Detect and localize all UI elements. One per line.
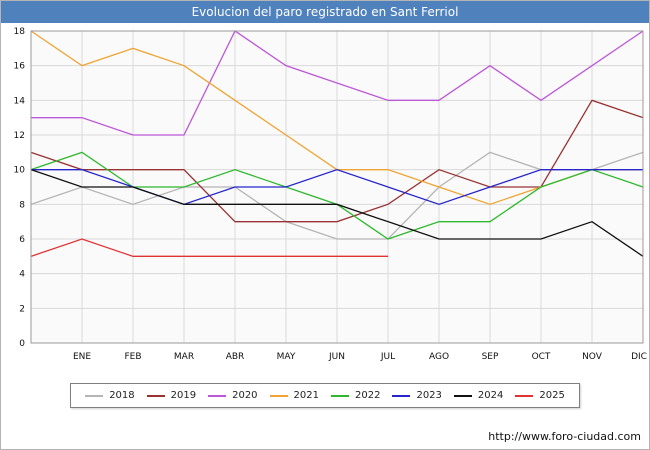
y-tick-label: 18 — [14, 27, 26, 37]
x-tick-label: MAR — [174, 352, 194, 362]
legend-item-2018: 2018 — [85, 390, 135, 401]
plot-border — [30, 30, 644, 344]
y-tick-label: 6 — [19, 235, 25, 245]
legend-swatch-2021 — [269, 394, 288, 397]
legend-item-2022: 2022 — [331, 390, 380, 401]
legend-item-2023: 2023 — [392, 390, 442, 401]
legend-swatch-2020 — [208, 394, 227, 397]
legend-item-2024: 2024 — [453, 390, 504, 401]
chart-area: 0 2 4 6 8 10 12 14 16 18 ENE FEB MAR ABR MAY JUN JUL AGO S… — [1, 23, 649, 371]
x-tick-label: AGO — [429, 352, 449, 362]
y-tick-label: 16 — [14, 62, 26, 72]
y-tick-label: 14 — [14, 96, 26, 106]
x-tick-label: ABR — [226, 352, 245, 362]
y-tick-label: 8 — [19, 200, 25, 210]
legend-swatch-2019 — [146, 394, 165, 397]
x-tick-label: DIC — [631, 352, 647, 362]
legend-label-2022: 2022 — [355, 390, 381, 401]
chart-legend: 2018 2019 2020 2021 2022 2023 2024 2025 — [70, 383, 580, 408]
legend-label-2020: 2020 — [232, 390, 258, 401]
legend-label-2024: 2024 — [477, 390, 504, 401]
x-tick-label: MAY — [277, 352, 296, 362]
legend-label-2023: 2023 — [416, 390, 442, 401]
legend-swatch-2025 — [515, 394, 534, 397]
y-tick-label: 4 — [19, 270, 25, 280]
legend-label-2018: 2018 — [109, 390, 135, 401]
x-tick-label: JUN — [328, 352, 345, 362]
legend-item-2020: 2020 — [208, 390, 258, 401]
line-chart: 0 2 4 6 8 10 12 14 16 18 ENE FEB MAR ABR MAY JUN JUL AGO S… — [14, 27, 647, 362]
y-tick-label: 12 — [14, 131, 25, 141]
legend-label-2025: 2025 — [539, 390, 565, 401]
x-tick-label: FEB — [124, 352, 141, 362]
x-tick-label: ENE — [73, 352, 91, 362]
x-tick-label: SEP — [482, 352, 499, 362]
series-2020-line — [31, 30, 644, 136]
legend-item-2021: 2021 — [269, 390, 319, 401]
legend-label-2019: 2019 — [170, 390, 197, 401]
series-2024-line — [30, 169, 644, 257]
legend-swatch-2024 — [453, 394, 472, 397]
footer-url[interactable]: http://www.foro-ciudad.com — [488, 430, 641, 443]
x-tick-label: OCT — [532, 352, 551, 362]
legend-swatch-2022 — [331, 394, 349, 397]
legend-item-2025: 2025 — [515, 390, 565, 401]
legend-swatch-2023 — [392, 394, 411, 397]
legend-swatch-2018 — [85, 394, 104, 397]
y-tick-label: 2 — [19, 304, 25, 314]
chart-title: Evolucion del paro registrado en Sant Fe… — [1, 1, 649, 23]
legend-item-2019: 2019 — [146, 390, 197, 401]
series-2025-line — [30, 238, 388, 257]
y-tick-label: 10 — [14, 166, 26, 176]
x-tick-label: JUL — [380, 352, 395, 362]
legend-label-2021: 2021 — [293, 390, 319, 401]
y-tick-label: 0 — [19, 339, 25, 349]
x-tick-label: NOV — [582, 352, 603, 362]
